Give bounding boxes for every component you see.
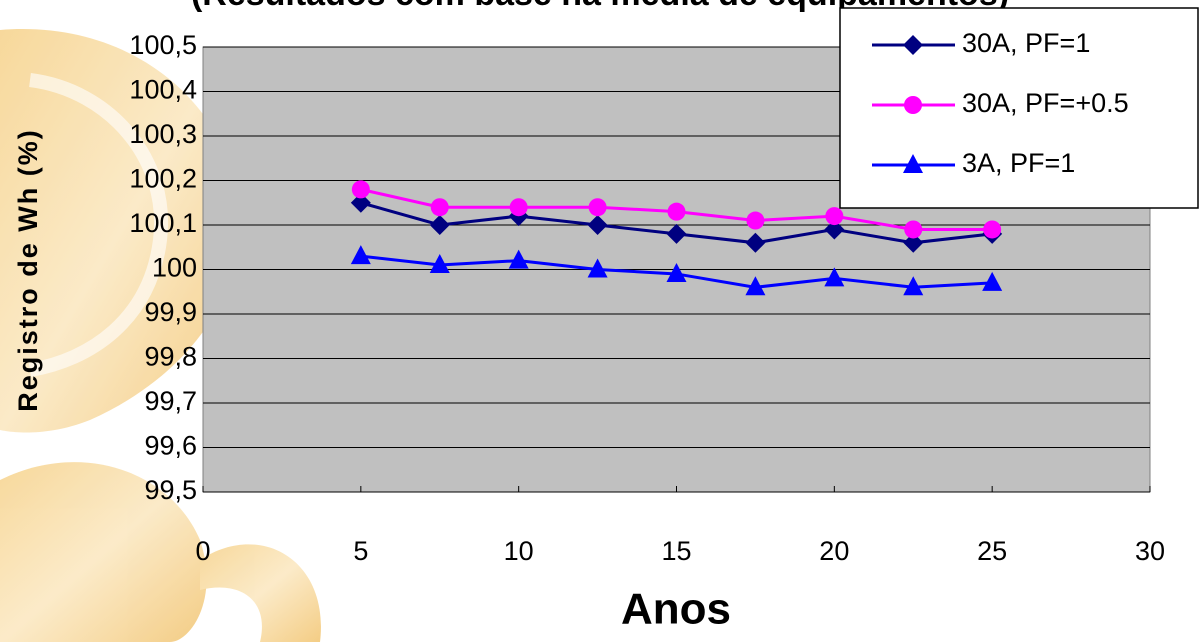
marker bbox=[350, 192, 371, 213]
y-tick-label: 99,9 bbox=[144, 297, 197, 327]
marker bbox=[667, 202, 686, 221]
marker bbox=[983, 220, 1002, 239]
y-tick-label: 99,6 bbox=[144, 431, 197, 461]
y-tick-label: 100,5 bbox=[129, 30, 197, 60]
x-tick-label: 30 bbox=[1135, 536, 1165, 566]
x-axis-label: Anos bbox=[621, 585, 731, 634]
marker bbox=[350, 245, 371, 265]
legend-label: 30A, PF=1 bbox=[962, 28, 1090, 58]
x-tick-label: 25 bbox=[977, 536, 1007, 566]
marker bbox=[824, 219, 845, 240]
legend-label: 30A, PF=+0.5 bbox=[962, 88, 1129, 118]
marker bbox=[351, 180, 370, 199]
legend bbox=[839, 7, 1199, 209]
marker bbox=[903, 276, 924, 296]
marker bbox=[904, 96, 922, 114]
marker bbox=[429, 215, 450, 235]
marker bbox=[429, 254, 450, 274]
x-tick-label: 5 bbox=[353, 536, 368, 566]
marker bbox=[666, 223, 687, 244]
y-tick-label: 99,7 bbox=[144, 386, 197, 416]
marker bbox=[745, 232, 766, 253]
y-tick-label: 100,2 bbox=[129, 164, 197, 194]
y-tick-label: 99,5 bbox=[144, 475, 197, 505]
x-tick-label: 10 bbox=[504, 536, 534, 566]
marker bbox=[904, 220, 923, 239]
y-tick-label: 100,4 bbox=[129, 75, 197, 105]
marker bbox=[745, 276, 766, 296]
marker bbox=[982, 271, 1003, 291]
marker bbox=[509, 198, 528, 217]
marker bbox=[587, 215, 608, 235]
marker bbox=[666, 262, 687, 282]
background-decoration bbox=[0, 29, 321, 642]
y-tick-label: 100,1 bbox=[129, 208, 197, 238]
legend-label: 3A, PF=1 bbox=[962, 148, 1075, 178]
y-tick-label: 99,8 bbox=[144, 342, 197, 372]
marker bbox=[824, 267, 845, 287]
y-tick-label: 100,3 bbox=[129, 119, 197, 149]
x-tick-label: 0 bbox=[195, 536, 210, 566]
marker bbox=[430, 198, 449, 217]
marker bbox=[825, 207, 844, 226]
chart-title: (Resultados com base na média de equipam… bbox=[191, 0, 1009, 13]
marker bbox=[508, 249, 529, 269]
y-axis-label: Registro de Wh (%) bbox=[13, 128, 43, 412]
marker bbox=[903, 35, 923, 55]
x-tick-label: 20 bbox=[819, 536, 849, 566]
y-tick-label: 100 bbox=[152, 253, 197, 283]
marker bbox=[903, 232, 924, 253]
marker bbox=[746, 211, 765, 230]
marker bbox=[903, 154, 923, 173]
x-tick-label: 15 bbox=[661, 536, 691, 566]
marker bbox=[588, 198, 607, 217]
marker bbox=[587, 258, 608, 278]
